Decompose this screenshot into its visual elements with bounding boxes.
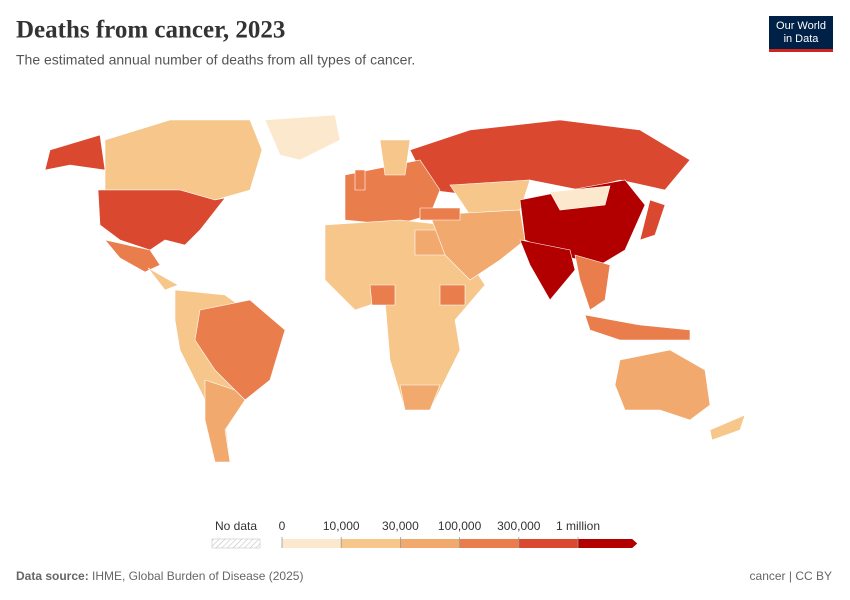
country-shape[interactable]	[639, 199, 666, 241]
country-shape[interactable]	[104, 119, 263, 201]
country-shape[interactable]	[369, 284, 396, 306]
country-shape[interactable]	[419, 207, 461, 221]
country-shape[interactable]	[399, 384, 441, 411]
logo-text: in Data	[784, 33, 820, 45]
legend-tick-label: 10,000	[323, 519, 360, 533]
source-label: Data source:	[16, 569, 89, 583]
country-shape[interactable]	[709, 414, 746, 441]
legend-swatch	[459, 539, 519, 548]
country-shape[interactable]	[439, 284, 466, 306]
logo[interactable]: Our World in Data	[769, 16, 833, 52]
license: cancer | CC BY	[750, 569, 832, 583]
logo-underline	[769, 49, 833, 52]
no-data-label: No data	[215, 519, 257, 533]
country-shape[interactable]	[104, 239, 161, 273]
country-shape[interactable]	[354, 169, 366, 191]
legend-swatch	[400, 539, 460, 548]
title: Deaths from cancer, 2023	[16, 17, 285, 44]
country-shape[interactable]	[519, 239, 576, 301]
legend-swatch	[578, 539, 638, 548]
world-map	[44, 114, 746, 463]
logo-box	[769, 16, 833, 49]
country-shape[interactable]	[409, 119, 691, 196]
country-shape[interactable]	[429, 209, 526, 281]
legend-tick-label: 0	[279, 519, 286, 533]
legend: No data 0 10,000 30,000 100,000 300,000 1 mil…	[211, 519, 638, 549]
country-shape[interactable]	[97, 189, 226, 251]
legend-swatch	[282, 539, 342, 548]
country-shape[interactable]	[147, 267, 179, 291]
country-shape[interactable]	[44, 134, 106, 171]
legend-tick-label: 100,000	[438, 519, 482, 533]
legend-swatch	[341, 539, 401, 548]
legend-tick-label: 300,000	[497, 519, 541, 533]
country-shape[interactable]	[264, 114, 341, 161]
country-shape[interactable]	[614, 349, 711, 421]
logo-text: Our World	[776, 20, 826, 32]
legend-swatch	[518, 539, 578, 548]
country-shape[interactable]	[449, 179, 531, 216]
country-shape[interactable]	[574, 254, 611, 311]
legend-tick-label: 30,000	[382, 519, 419, 533]
source: IHME, Global Burden of Disease (2025)	[92, 569, 303, 583]
legend-tick-label: 1 million	[556, 519, 600, 533]
country-shape[interactable]	[379, 139, 411, 176]
country-shape[interactable]	[204, 379, 246, 463]
country-shape[interactable]	[584, 314, 691, 341]
no-data-swatch	[211, 538, 261, 549]
country-shape[interactable]	[549, 185, 611, 211]
subtitle: The estimated annual number of deaths fr…	[16, 52, 415, 68]
country-shape[interactable]	[194, 299, 286, 401]
